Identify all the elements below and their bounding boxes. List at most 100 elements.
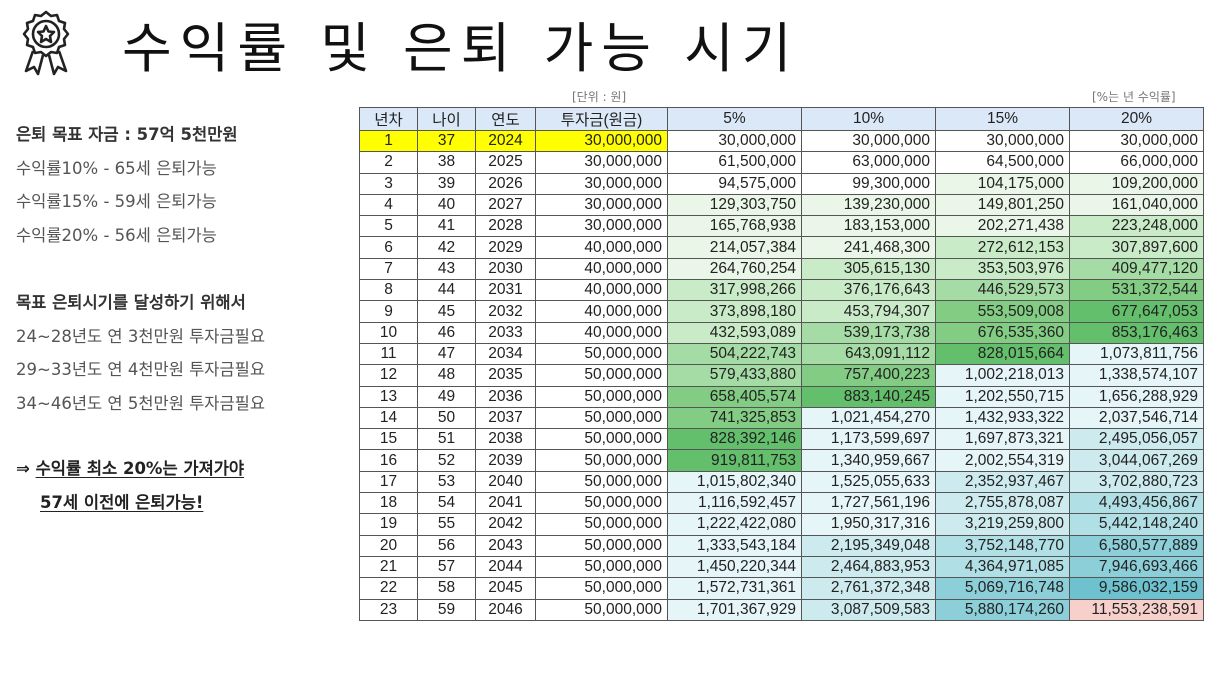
cell-age: 42 [417, 236, 476, 259]
cell-year-count: 8 [359, 279, 418, 302]
cell-value-10pct: 757,400,223 [801, 364, 936, 387]
cell-value-5pct: 1,116,592,457 [667, 492, 802, 515]
cell-value-10pct: 63,000,000 [801, 151, 936, 174]
cell-year: 2032 [475, 300, 536, 323]
table-row: 2 38 2025 30,000,000 61,500,000 63,000,000 64,… [359, 151, 1204, 174]
plan-line: 29~33년도 연 4천만원 투자금필요 [16, 360, 266, 379]
cell-principal: 50,000,000 [535, 428, 668, 451]
returns-table: 년차 나이 연도 투자금(원금) 5% 10% 15% 20% 1 37 2024 3… [359, 107, 1204, 621]
cell-year-count: 2 [359, 151, 418, 174]
cell-value-15pct: 2,755,878,087 [935, 492, 1070, 515]
cell-value-5pct: 1,450,220,344 [667, 555, 802, 579]
cell-value-5pct: 741,325,853 [667, 406, 802, 430]
goal-text: 은퇴 목표 자금 : 57억 5천만원 [16, 125, 238, 144]
cell-value-20pct: 531,372,544 [1069, 279, 1204, 302]
page-title: 수익률 및 은퇴 가능 시기 [122, 16, 800, 80]
cell-age: 53 [417, 470, 476, 494]
table-row: 4 40 2027 30,000,000 129,303,750 139,230,000 1… [359, 193, 1204, 217]
table-row: 20 56 2043 50,000,000 1,333,543,184 2,195,349… [359, 534, 1204, 557]
cell-year: 2025 [475, 151, 536, 174]
cell-value-10pct: 241,468,300 [801, 236, 936, 259]
cell-principal: 40,000,000 [535, 257, 668, 281]
cell-value-10pct: 183,153,000 [801, 215, 936, 238]
table-row: 17 53 2040 50,000,000 1,015,802,340 1,525,055… [359, 470, 1204, 494]
cell-value-20pct: 66,000,000 [1069, 151, 1204, 174]
rate-note: [%는 년 수익률] [1092, 90, 1176, 104]
cell-value-15pct: 676,535,360 [935, 321, 1070, 344]
cell-age: 54 [417, 492, 476, 515]
cell-value-15pct: 5,069,716,748 [935, 577, 1070, 600]
cell-value-20pct: 307,897,600 [1069, 236, 1204, 259]
cell-age: 51 [417, 428, 476, 451]
cell-principal: 30,000,000 [535, 151, 668, 174]
cell-value-10pct: 453,794,307 [801, 300, 936, 323]
arrow-glyph: ⇒ [16, 459, 36, 478]
table-row: 3 39 2026 30,000,000 94,575,000 99,300,000 104… [359, 172, 1204, 195]
cell-year: 2031 [475, 279, 536, 302]
cell-value-20pct: 11,553,238,591 [1069, 598, 1204, 621]
cell-value-5pct: 1,572,731,361 [667, 577, 802, 600]
cell-value-5pct: 61,500,000 [667, 151, 802, 174]
table-row: 18 54 2041 50,000,000 1,116,592,457 1,727,561… [359, 492, 1204, 515]
cell-year: 2042 [475, 513, 536, 536]
table-row: 8 44 2031 40,000,000 317,998,266 376,176,643 4… [359, 279, 1204, 302]
conclusion-line-2: 57세 이전에 은퇴가능! [40, 493, 204, 512]
cell-value-20pct: 1,073,811,756 [1069, 342, 1204, 366]
cell-age: 38 [417, 151, 476, 174]
cell-value-15pct: 553,509,008 [935, 300, 1070, 323]
unit-note: [단위 : 원] [572, 90, 627, 104]
cell-year-count: 14 [359, 406, 418, 430]
cell-age: 48 [417, 364, 476, 387]
table-row: 19 55 2042 50,000,000 1,222,422,080 1,950,317… [359, 513, 1204, 536]
cell-value-20pct: 9,586,032,159 [1069, 577, 1204, 600]
cell-year: 2024 [475, 129, 536, 153]
cell-value-15pct: 4,364,971,085 [935, 555, 1070, 579]
cell-year: 2028 [475, 215, 536, 238]
cell-value-15pct: 1,002,218,013 [935, 364, 1070, 387]
cell-value-5pct: 504,222,743 [667, 342, 802, 366]
cell-age: 50 [417, 406, 476, 430]
cell-value-5pct: 214,057,384 [667, 236, 802, 259]
cell-year-count: 6 [359, 236, 418, 259]
cell-value-20pct: 109,200,000 [1069, 172, 1204, 195]
cell-year: 2036 [475, 385, 536, 408]
cell-year-count: 11 [359, 342, 418, 366]
table-row: 5 41 2028 30,000,000 165,768,938 183,153,000 2… [359, 215, 1204, 238]
cell-value-15pct: 446,529,573 [935, 279, 1070, 302]
cell-value-5pct: 373,898,180 [667, 300, 802, 323]
cell-value-5pct: 1,222,422,080 [667, 513, 802, 536]
conclusion: ⇒ 수익률 최소 20%는 가져가야 57세 이전에 은퇴가능! [16, 452, 346, 520]
cell-value-10pct: 99,300,000 [801, 172, 936, 195]
cell-value-5pct: 94,575,000 [667, 172, 802, 195]
cell-value-5pct: 129,303,750 [667, 193, 802, 217]
cell-value-20pct: 161,040,000 [1069, 193, 1204, 217]
cell-value-15pct: 3,752,148,770 [935, 534, 1070, 557]
cell-value-5pct: 1,015,802,340 [667, 470, 802, 494]
table-row: 14 50 2037 50,000,000 741,325,853 1,021,454,2… [359, 406, 1204, 430]
table-row: 11 47 2034 50,000,000 504,222,743 643,091,112… [359, 342, 1204, 366]
cell-age: 44 [417, 279, 476, 302]
cell-year-count: 21 [359, 555, 418, 579]
cell-value-20pct: 3,044,067,269 [1069, 449, 1204, 472]
table-row: 10 46 2033 40,000,000 432,593,089 539,173,738… [359, 321, 1204, 344]
cell-age: 41 [417, 215, 476, 238]
plan-heading: 목표 은퇴시기를 달성하기 위해서 [16, 293, 246, 312]
cell-year-count: 16 [359, 449, 418, 472]
cell-value-20pct: 409,477,120 [1069, 257, 1204, 281]
cell-value-20pct: 5,442,148,240 [1069, 513, 1204, 536]
cell-year: 2037 [475, 406, 536, 430]
cell-principal: 40,000,000 [535, 300, 668, 323]
cell-value-5pct: 919,811,753 [667, 449, 802, 472]
cell-principal: 40,000,000 [535, 279, 668, 302]
cell-value-20pct: 2,037,546,714 [1069, 406, 1204, 430]
cell-value-15pct: 2,352,937,467 [935, 470, 1070, 494]
cell-principal: 30,000,000 [535, 193, 668, 217]
cell-principal: 40,000,000 [535, 236, 668, 259]
cell-value-10pct: 539,173,738 [801, 321, 936, 344]
cell-year-count: 1 [359, 129, 418, 153]
cell-year-count: 5 [359, 215, 418, 238]
cell-value-5pct: 317,998,266 [667, 279, 802, 302]
cell-value-10pct: 2,195,349,048 [801, 534, 936, 557]
cell-value-10pct: 3,087,509,583 [801, 598, 936, 621]
cell-value-15pct: 202,271,438 [935, 215, 1070, 238]
